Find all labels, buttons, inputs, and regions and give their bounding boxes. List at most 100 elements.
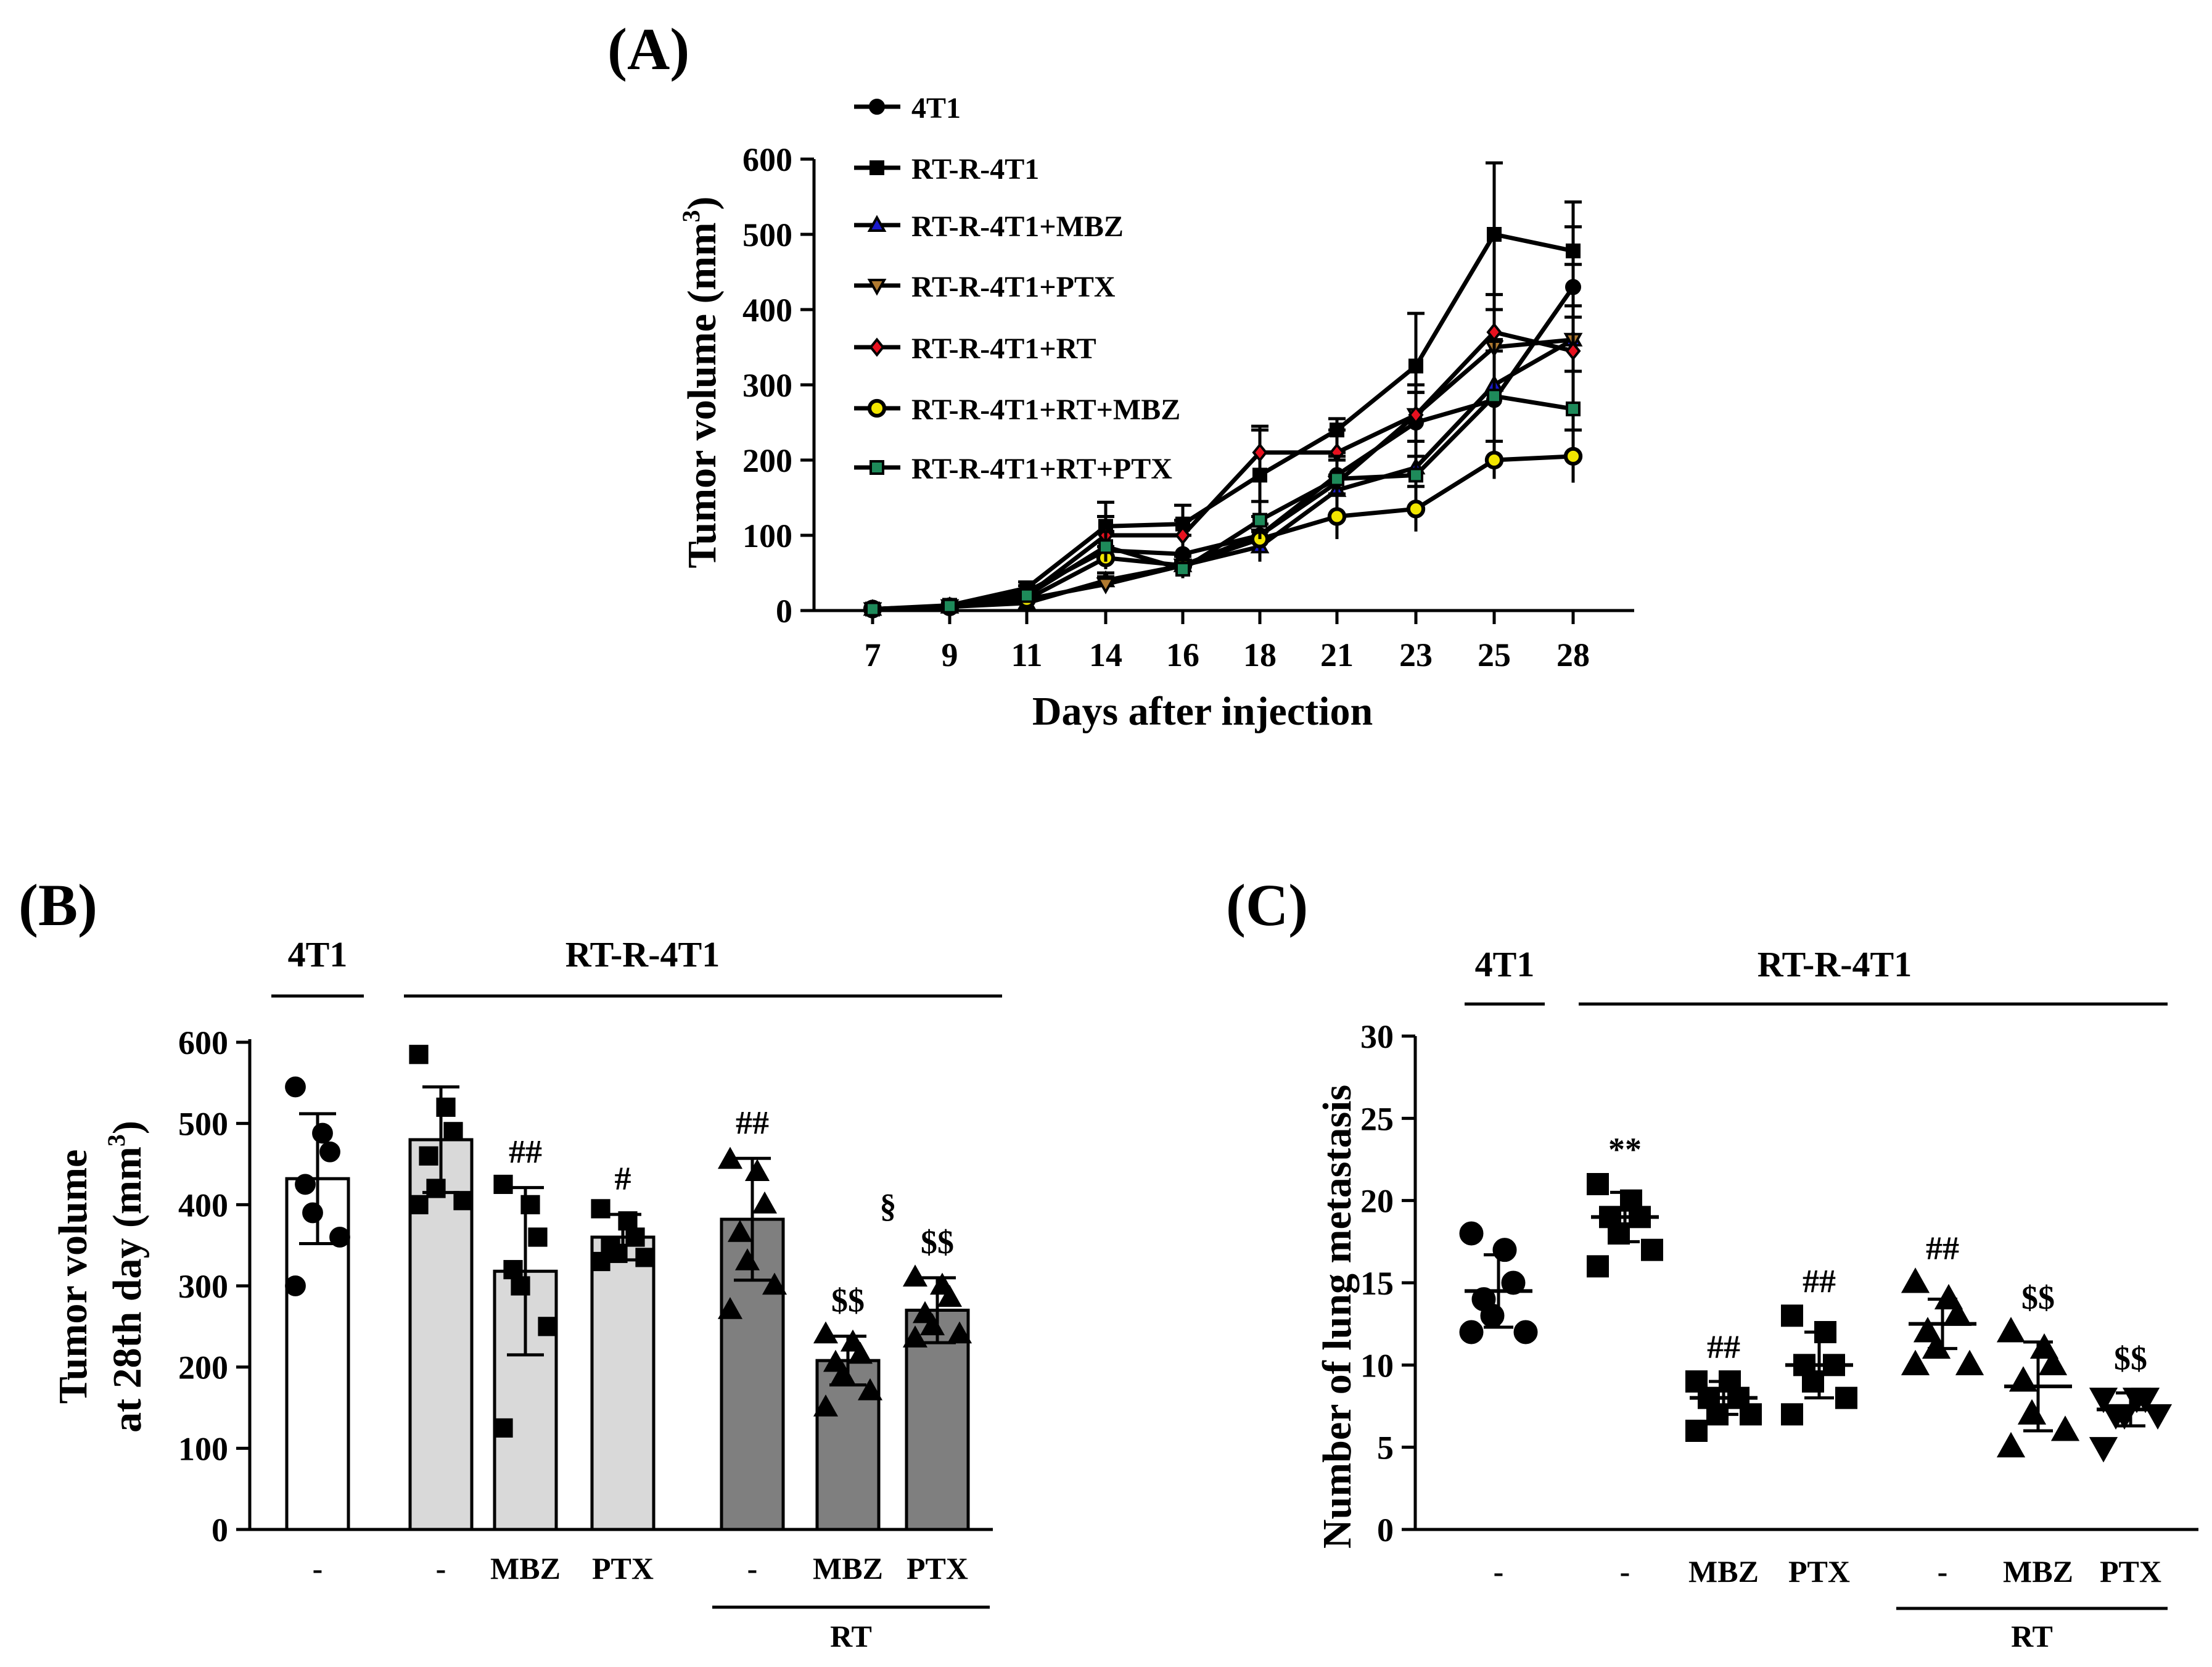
data-point xyxy=(1565,341,1581,361)
data-point xyxy=(1996,1317,2026,1343)
data-point xyxy=(1486,323,1502,342)
series-line xyxy=(872,232,1574,612)
x-tick-label: PTX xyxy=(2100,1554,2161,1589)
panel-a-x-tick-label: 21 xyxy=(1320,636,1354,673)
legend-marker xyxy=(867,398,887,418)
data-point xyxy=(2089,1437,2118,1463)
data-point xyxy=(1781,1403,1803,1426)
legend-label: RT-R-4T1 xyxy=(911,153,1039,186)
data-point xyxy=(1330,471,1344,487)
panel-a-x-tick-label: 18 xyxy=(1243,636,1277,673)
data-point xyxy=(635,1248,655,1267)
data-point xyxy=(1835,1386,1857,1409)
data-point xyxy=(1563,447,1583,466)
significance-label: $$ xyxy=(2021,1279,2055,1316)
data-point xyxy=(2089,1388,2118,1414)
data-point xyxy=(1487,389,1502,404)
panel-b-group-rt-r-4t1: RT-R-4T1 xyxy=(565,934,720,974)
data-point xyxy=(2017,1399,2047,1425)
panel-c-y-ticks: 0 5 10 15 20 25 30 xyxy=(1360,1018,1415,1549)
panel-a-x-ticks: 7 9 11 14 16 18 21 23 25 28 xyxy=(865,611,1590,673)
data-point xyxy=(744,1159,770,1181)
data-point xyxy=(947,1321,972,1344)
panel-c-plot: - ** - ## MBZ ## PTX ## - $$ MBZ $$ PTX xyxy=(1459,1131,2173,1589)
panel-a-x-tick-label: 28 xyxy=(1556,636,1590,673)
data-point xyxy=(1587,1173,1609,1195)
panel-c-y-tick-label: 30 xyxy=(1360,1018,1394,1055)
panel-c-group-4t1: 4T1 xyxy=(1475,944,1535,984)
legend-label: RT-R-4T1+RT xyxy=(911,332,1096,365)
data-point xyxy=(1566,401,1581,417)
series-rt-r-4t1-mbz xyxy=(863,263,1583,616)
panel-c-label: (C) xyxy=(1226,872,1308,938)
significance-label: ** xyxy=(1608,1131,1642,1168)
panel-b: (B) 4T1 RT-R-4T1 RT Tumor volume at 28th… xyxy=(19,872,1002,1653)
panel-b-y-tick-label: 300 xyxy=(178,1268,228,1305)
significance-label: ## xyxy=(1707,1328,1740,1365)
data-point xyxy=(2038,1349,2068,1375)
data-point xyxy=(823,1349,849,1372)
x-tick-label: - xyxy=(1494,1554,1504,1589)
data-point xyxy=(1408,467,1423,483)
panel-a-x-tick-label: 11 xyxy=(1011,636,1042,673)
data-point xyxy=(912,1301,938,1323)
panel-b-group-4t1: 4T1 xyxy=(288,934,348,974)
data-point xyxy=(285,1076,306,1098)
data-point xyxy=(1459,1221,1484,1246)
data-point xyxy=(1175,561,1190,577)
x-tick-label: PTX xyxy=(592,1551,654,1586)
data-point xyxy=(1252,512,1267,528)
panel-b-y-tick-label: 500 xyxy=(178,1106,228,1143)
series-line xyxy=(872,393,1574,612)
panel-c-group-rt-r-4t1: RT-R-4T1 xyxy=(1758,944,1912,984)
data-point xyxy=(493,1174,513,1195)
panel-a-x-tick-label: 16 xyxy=(1166,636,1199,673)
panel-a-y-ticks: 0 100 200 300 400 500 600 xyxy=(742,141,814,630)
panel-a-y-tick-label: 0 xyxy=(776,593,792,630)
legend-item: RT-R-4T1+RT+PTX xyxy=(854,453,1172,485)
x-tick-label: PTX xyxy=(1788,1554,1850,1589)
x-tick-label: - xyxy=(313,1551,323,1586)
data-point xyxy=(857,1378,883,1401)
x-tick-label: - xyxy=(1938,1554,1948,1589)
data-point xyxy=(2131,1388,2160,1414)
data-point xyxy=(295,1174,316,1195)
legend-label: RT-R-4T1+RT+PTX xyxy=(911,453,1172,485)
legend-marker xyxy=(869,337,885,357)
data-point xyxy=(1955,1349,1984,1375)
data-point xyxy=(409,1045,429,1064)
series-rt-r-4t1-rt-ptx xyxy=(864,349,1582,617)
significance-label: $$ xyxy=(831,1282,865,1319)
data-point xyxy=(538,1317,557,1336)
data-point xyxy=(1641,1238,1663,1261)
data-point xyxy=(717,1297,743,1319)
data-point xyxy=(319,1141,340,1163)
panel-b-label: (B) xyxy=(19,872,97,938)
panel-a-y-tick-label: 400 xyxy=(742,292,792,329)
panel-c-y-label: Number of lung metastasis xyxy=(1315,1085,1360,1549)
panel-b-plot: - - ## MBZ # PTX ## - $$ MBZ $$ PTX § xyxy=(285,1045,972,1586)
data-point xyxy=(1587,1255,1609,1278)
panel-a-y-tick-label: 100 xyxy=(742,517,792,554)
series-line xyxy=(872,454,1574,612)
data-point xyxy=(1513,1320,1538,1344)
panel-b-rt-label: RT xyxy=(830,1619,872,1653)
data-point xyxy=(1327,507,1347,526)
panel-b-y-tick-label: 100 xyxy=(178,1430,228,1467)
legend-item: RT-R-4T1+RT+MBZ xyxy=(854,393,1180,426)
data-point xyxy=(1566,243,1581,258)
significance-label: ## xyxy=(509,1134,542,1171)
legend-item: RT-R-4T1+PTX xyxy=(854,271,1116,303)
data-point xyxy=(443,1122,463,1142)
data-point xyxy=(1484,450,1504,470)
data-point xyxy=(752,1191,778,1214)
significance-label: $$ xyxy=(921,1224,954,1261)
significance-label: $$ xyxy=(2114,1340,2147,1377)
data-point xyxy=(1252,443,1268,463)
legend-label: RT-R-4T1+PTX xyxy=(911,271,1116,303)
data-point xyxy=(625,1227,645,1247)
panel-b-y-label-line1: Tumor volume xyxy=(51,1150,96,1404)
data-point xyxy=(1408,358,1423,374)
data-point xyxy=(1459,1320,1484,1344)
